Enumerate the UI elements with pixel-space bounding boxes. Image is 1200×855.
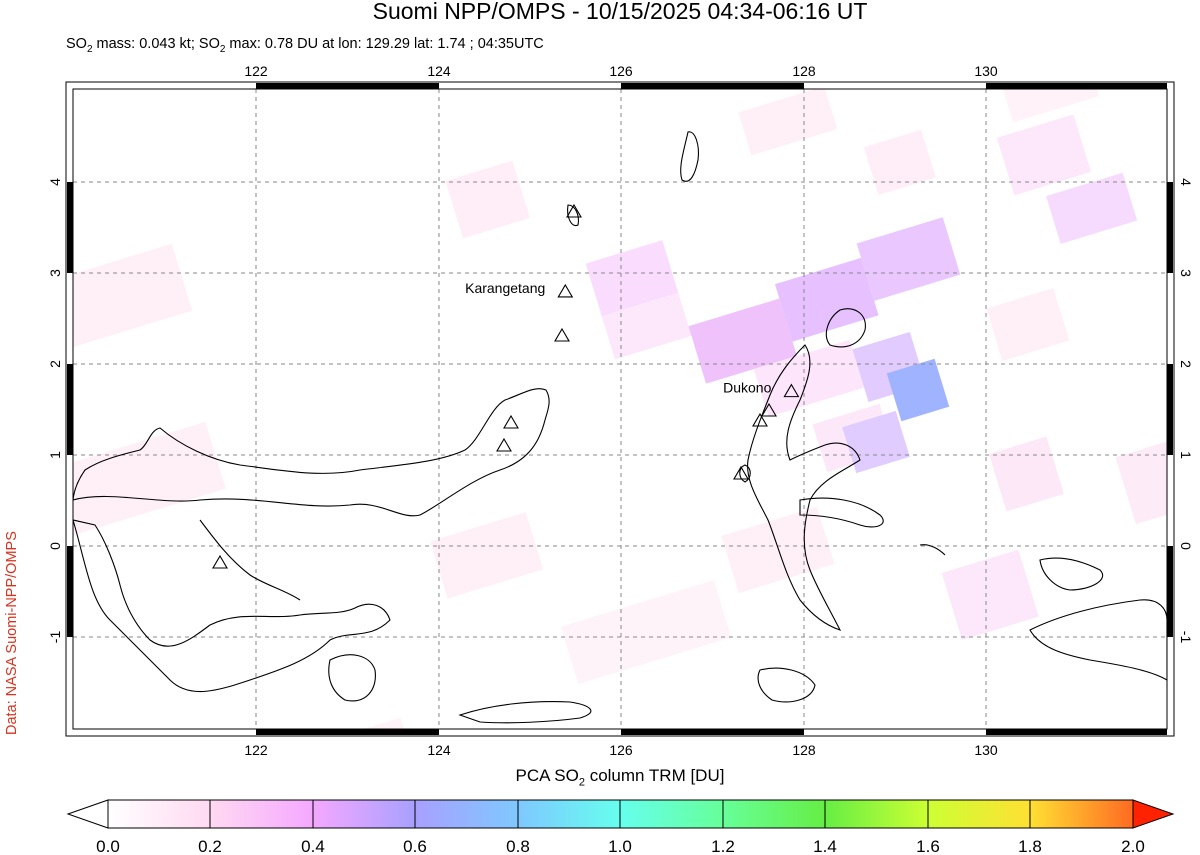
lon-tick-top-130: 130: [974, 63, 998, 79]
volcano-label-dukono: Dukono: [723, 380, 771, 396]
colorbar: 0.0 0.2 0.4 0.6 0.8 1.0 1.2 1.4 1.6 1.8 …: [66, 799, 1175, 855]
coast-sulawesi-central: [73, 519, 391, 693]
coast-peleng: [328, 654, 376, 702]
colorbar-tick-labels: 0.0 0.2 0.4 0.6 0.8 1.0 1.2 1.4 1.6 1.8 …: [96, 837, 1145, 855]
lat-tick-right-m1: -1: [1178, 631, 1194, 644]
lon-tick-labels: 122 124 126 128 130 122 124 126 128 130: [244, 63, 998, 758]
colorbar-tick-7: 1.4: [813, 837, 837, 855]
lon-tick-top-124: 124: [427, 63, 451, 79]
so2-max-pixel: [886, 358, 950, 422]
lon-tick-bottom-124: 124: [427, 742, 451, 758]
volcano-markers: [212, 203, 777, 569]
colorbar-tick-5: 1.0: [608, 837, 632, 855]
coast-misool: [919, 544, 946, 556]
colorbar-low-arrow: [66, 799, 109, 829]
colorbar-tick-9: 1.8: [1018, 837, 1042, 855]
map-subtitle: SO2 mass: 0.043 kt; SO2 max: 0.78 DU at …: [66, 36, 544, 55]
coast-obi: [757, 667, 816, 703]
volcano-dukono-icon: [783, 383, 800, 398]
named-volcanoes: Karangetang Dukono: [465, 280, 800, 398]
volcano-triangle-icon: [752, 412, 768, 427]
coast-halmahera: [747, 344, 861, 631]
volcano-triangle-icon: [212, 554, 228, 569]
lon-tick-bottom-130: 130: [974, 742, 998, 758]
coastlines: [73, 131, 1167, 724]
colorbar-tick-2: 0.4: [301, 837, 325, 855]
coast-ternate: [739, 464, 751, 483]
lat-tick-left-m1: -1: [47, 631, 63, 644]
coast-new-guinea: [1029, 599, 1167, 681]
volcano-label-karangetang: Karangetang: [465, 280, 545, 296]
colorbar-tick-0: 0.0: [96, 837, 120, 855]
lat-tick-left-3: 3: [47, 269, 63, 277]
colorbar-high-arrow: [1132, 799, 1175, 829]
lat-tick-left-2: 2: [47, 360, 63, 368]
volcano-triangle-icon: [733, 465, 749, 480]
colorbar-tick-6: 1.2: [711, 837, 735, 855]
lat-tick-right-0: 0: [1178, 542, 1194, 550]
lon-tick-bottom-128: 128: [792, 742, 816, 758]
volcano-triangle-icon: [496, 437, 512, 452]
volcano-karangetang-icon: [557, 283, 574, 298]
colorbar-tick-1: 0.2: [198, 837, 222, 855]
colorbar-tick-10: 2.0: [1121, 837, 1145, 855]
lon-tick-bottom-122: 122: [244, 742, 268, 758]
volcano-triangle-icon: [761, 402, 777, 417]
colorbar-tick-marks: [209, 800, 1031, 828]
volcano-triangle-icon: [503, 414, 519, 429]
map-gridlines: [73, 89, 1167, 729]
lat-tick-right-1: 1: [1178, 451, 1194, 459]
coast-talaud: [680, 131, 699, 182]
volcano-triangle-icon: [566, 203, 582, 218]
colorbar-title: PCA SO2 column TRM [DU]: [515, 766, 725, 789]
colorbar-tick-3: 0.6: [403, 837, 427, 855]
lat-tick-right-2: 2: [1178, 360, 1194, 368]
lat-tick-left-1: 1: [47, 451, 63, 459]
coast-sula: [458, 701, 592, 724]
lat-tick-left-4: 4: [47, 178, 63, 186]
coast-halmahera-south-arm: [799, 497, 884, 528]
frame-tick-bars: [67, 83, 1173, 735]
colorbar-tick-8: 1.6: [916, 837, 940, 855]
coast-tomini-gulf: [199, 519, 301, 601]
coast-waigeo: [1039, 557, 1103, 591]
volcano-triangle-icon: [554, 327, 570, 342]
colorbar-tick-4: 0.8: [506, 837, 530, 855]
lon-tick-top-122: 122: [244, 63, 268, 79]
lat-tick-right-3: 3: [1178, 269, 1194, 277]
lon-tick-top-126: 126: [609, 63, 633, 79]
lat-tick-left-0: 0: [47, 542, 63, 550]
lat-tick-right-4: 4: [1178, 178, 1194, 186]
lat-tick-labels: -1 0 1 2 3 4 -1 0 1 2 3 4: [47, 178, 1194, 644]
page-title: Suomi NPP/OMPS - 10/15/2025 04:34-06:16 …: [372, 0, 868, 24]
map-inner-frame: [72, 88, 1168, 730]
lon-tick-top-128: 128: [792, 63, 816, 79]
coast-sulawesi-north-arm: [73, 388, 550, 517]
lon-tick-bottom-126: 126: [609, 742, 633, 758]
coast-morotai: [825, 308, 866, 348]
